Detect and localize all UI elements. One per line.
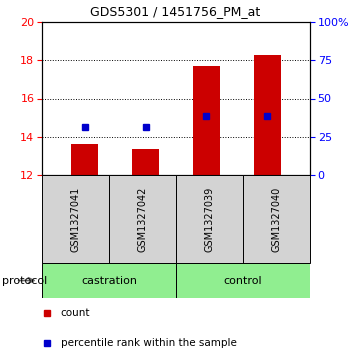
- Text: GSM1327040: GSM1327040: [272, 186, 281, 252]
- Bar: [109, 175, 176, 263]
- Text: protocol: protocol: [2, 276, 47, 286]
- Text: percentile rank within the sample: percentile rank within the sample: [61, 338, 237, 348]
- Bar: [42, 263, 176, 298]
- Bar: [71, 144, 98, 175]
- Bar: [42, 175, 109, 263]
- Text: GSM1327041: GSM1327041: [70, 186, 80, 252]
- Text: count: count: [61, 308, 90, 318]
- Bar: [176, 175, 243, 263]
- Bar: [243, 175, 310, 263]
- Text: GSM1327042: GSM1327042: [138, 186, 147, 252]
- Text: control: control: [224, 276, 262, 286]
- Bar: [193, 66, 220, 175]
- Text: GSM1327039: GSM1327039: [204, 186, 215, 252]
- Text: GDS5301 / 1451756_PM_at: GDS5301 / 1451756_PM_at: [90, 5, 260, 18]
- Bar: [176, 263, 310, 298]
- Bar: [254, 56, 281, 175]
- Text: castration: castration: [81, 276, 137, 286]
- Bar: [132, 149, 159, 175]
